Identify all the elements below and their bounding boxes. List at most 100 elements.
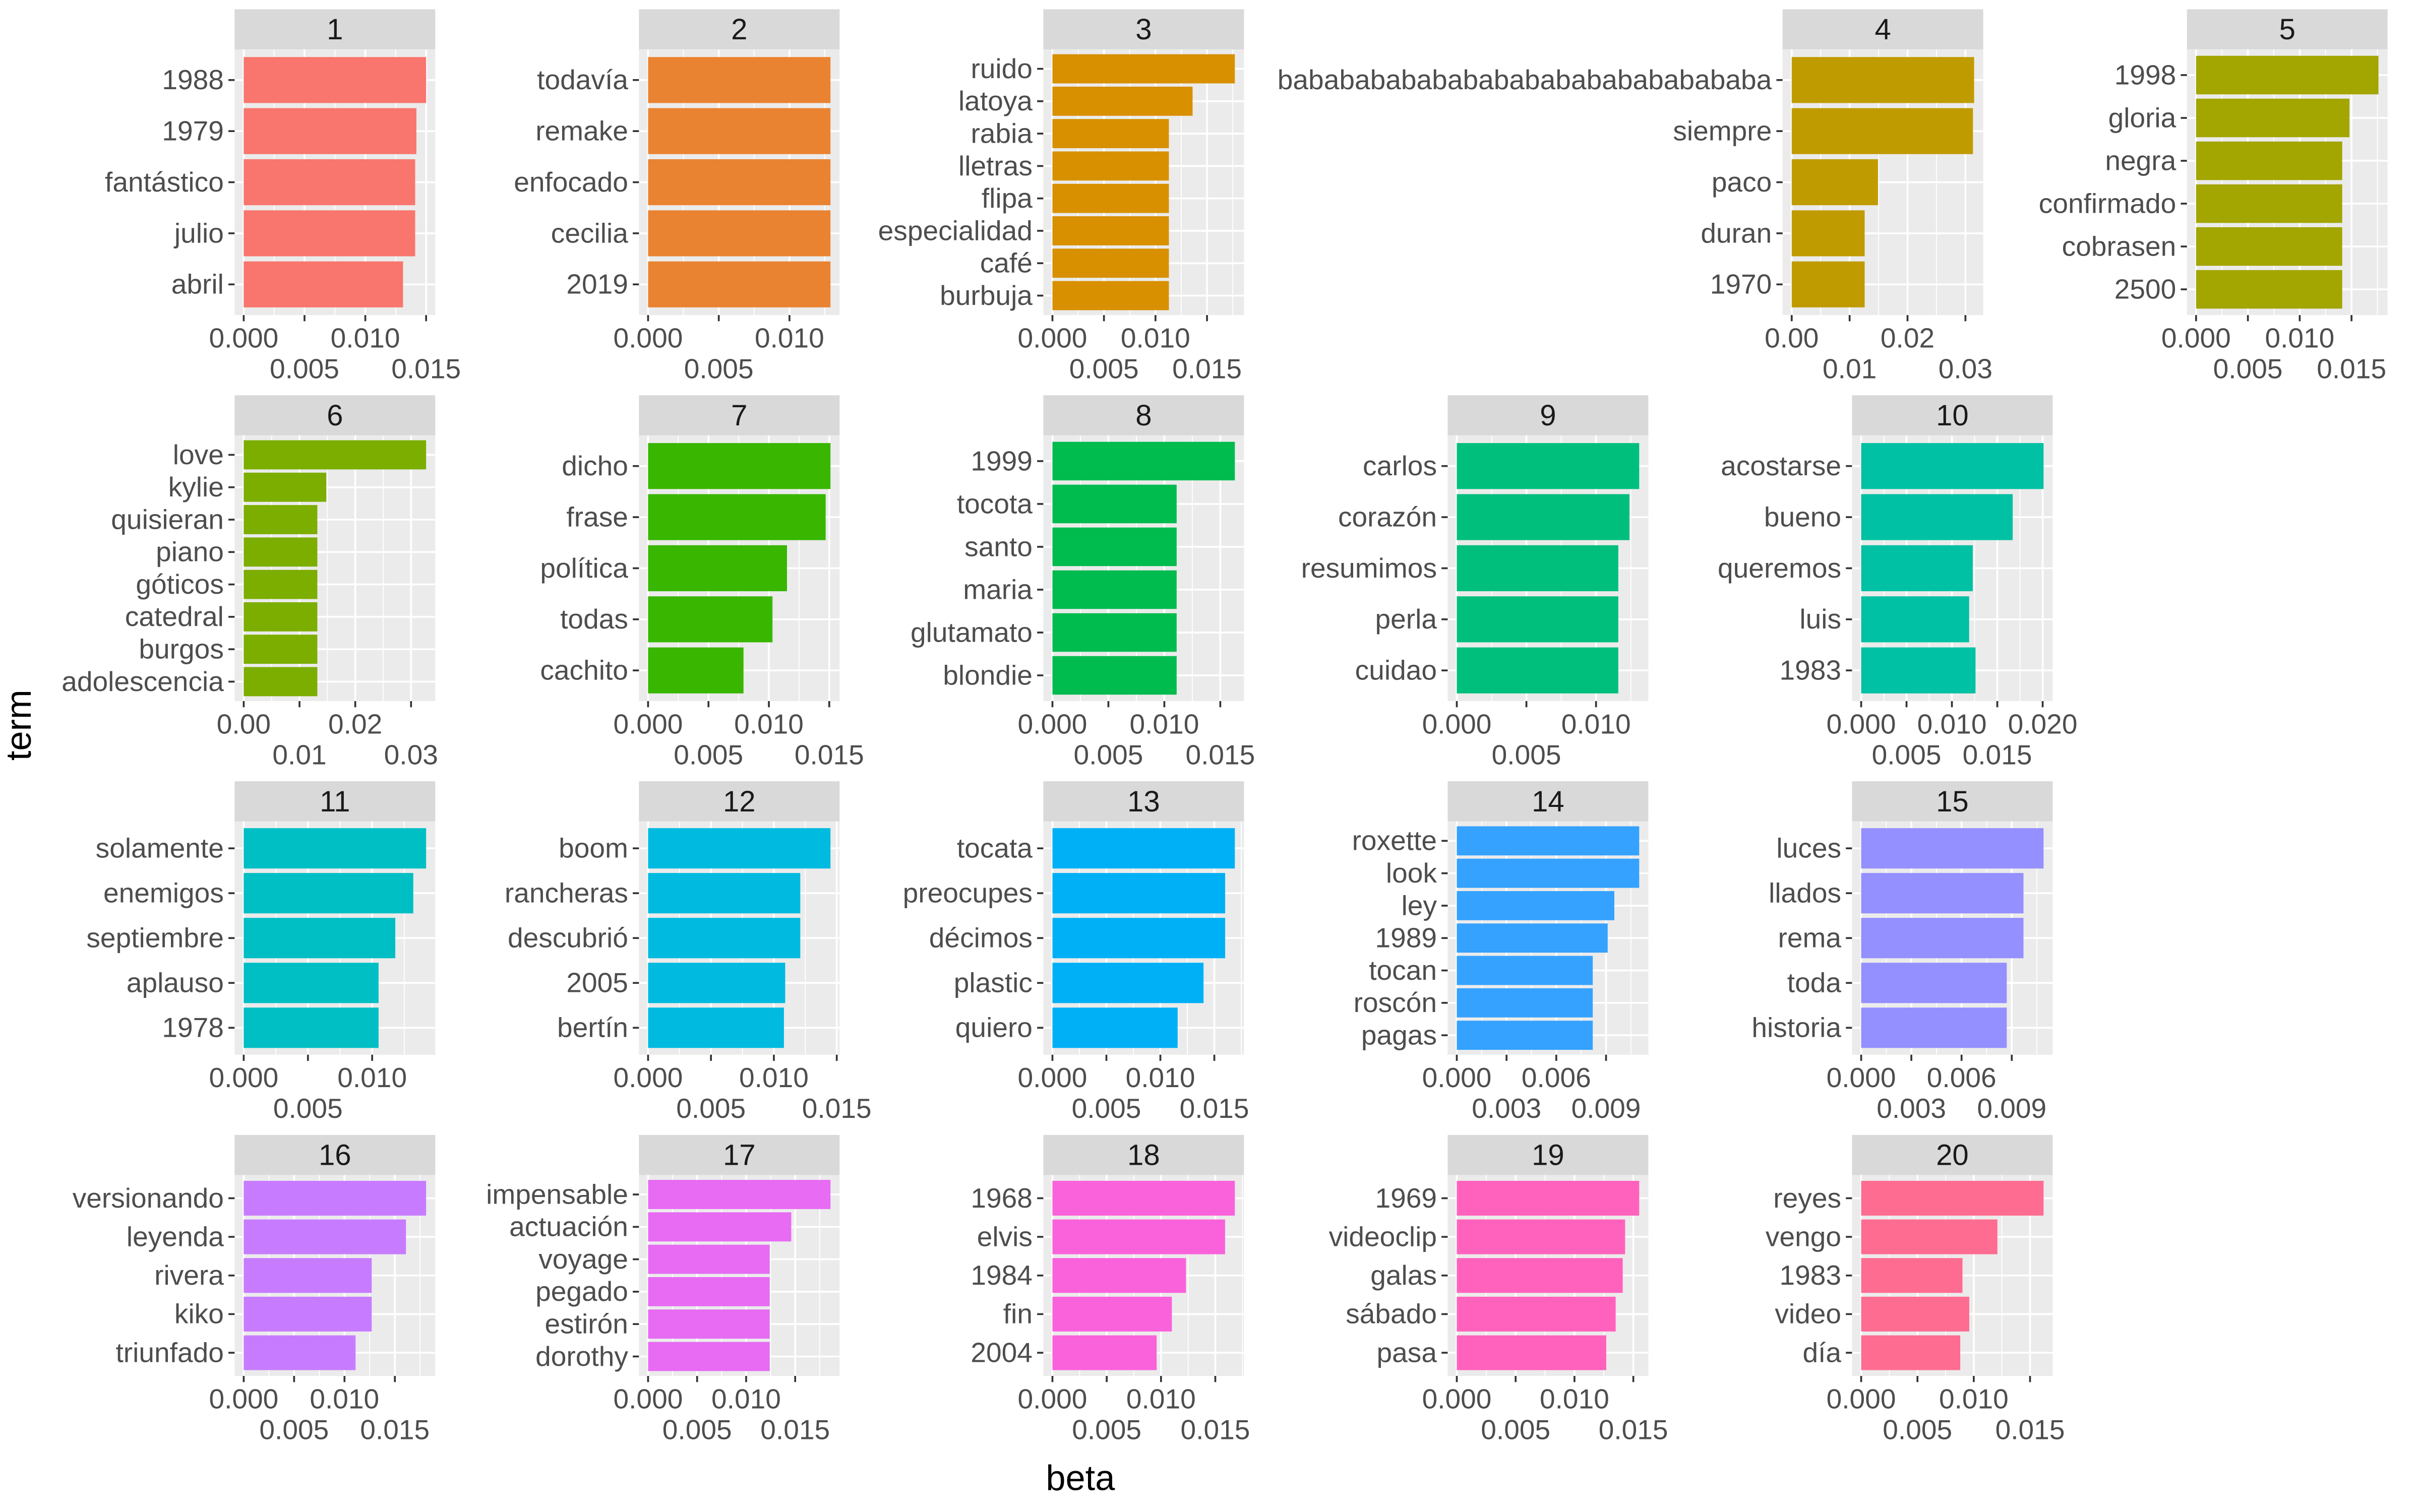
y-tick-label: look xyxy=(1386,857,1437,889)
x-tick-label: 0.005 xyxy=(259,1414,329,1445)
bar xyxy=(648,1212,792,1242)
bar xyxy=(1052,442,1235,481)
y-tick-label: aplauso xyxy=(127,967,224,998)
y-tick-label: cachito xyxy=(540,655,628,686)
x-tick-label: 0.000 xyxy=(2161,322,2231,353)
bar xyxy=(244,57,427,103)
y-tick-label: galas xyxy=(1370,1259,1437,1291)
x-tick-label: 0.010 xyxy=(331,322,400,353)
bar xyxy=(648,57,831,103)
y-tick-label: siempre xyxy=(1673,115,1772,147)
bar xyxy=(1457,1219,1625,1254)
y-axis-title: term xyxy=(0,689,38,761)
y-tick-label: dorothy xyxy=(535,1341,628,1372)
bar xyxy=(648,159,831,206)
y-tick-label: elvis xyxy=(977,1221,1033,1252)
facet-strip xyxy=(1447,781,1649,822)
y-tick-label: catedral xyxy=(125,601,224,632)
bar xyxy=(2196,270,2342,309)
bar xyxy=(244,635,318,664)
bar xyxy=(1457,1180,1640,1216)
bar xyxy=(1052,86,1193,116)
y-tick-label: pagas xyxy=(1361,1019,1437,1050)
x-tick-label: 0.000 xyxy=(1018,322,1087,353)
x-tick-label: 0.000 xyxy=(1827,1062,1896,1093)
facet-strip-label: 2 xyxy=(731,13,747,46)
y-tick-label: voyage xyxy=(538,1243,628,1275)
y-tick-label: bueno xyxy=(1764,501,1841,532)
bar xyxy=(1457,1021,1593,1050)
bar xyxy=(2196,227,2342,266)
facet-strip xyxy=(1852,1135,2053,1175)
bar xyxy=(1861,494,2013,540)
bar xyxy=(1861,918,2024,959)
facet-strip-label: 6 xyxy=(327,399,343,432)
x-tick-label: 0.000 xyxy=(613,322,683,353)
y-tick-label: especialidad xyxy=(878,215,1033,246)
y-tick-label: tocata xyxy=(957,833,1033,864)
y-tick-label: luces xyxy=(1776,833,1841,864)
y-tick-label: carlos xyxy=(1363,450,1437,481)
y-tick-label: adolescencia xyxy=(62,666,224,697)
x-tick-label: 0.015 xyxy=(760,1414,830,1445)
y-tick-label: 1969 xyxy=(1375,1182,1437,1214)
y-tick-label: boom xyxy=(559,833,628,864)
bar xyxy=(1052,828,1235,869)
facet-strip xyxy=(1043,781,1244,822)
bar xyxy=(244,1219,406,1254)
bar xyxy=(1861,963,2007,1003)
x-tick-label: 0.005 xyxy=(1072,1093,1141,1124)
x-tick-label: 0.010 xyxy=(711,1383,781,1414)
facet-strip xyxy=(234,9,436,49)
bar xyxy=(1052,1007,1178,1048)
y-tick-label: 1999 xyxy=(971,445,1033,476)
y-tick-label: plastic xyxy=(954,967,1033,998)
x-tick-label: 0.010 xyxy=(1129,708,1199,739)
y-tick-label: kiko xyxy=(174,1298,224,1330)
y-tick-label: triunfado xyxy=(115,1337,223,1368)
bar xyxy=(244,1007,379,1048)
bar xyxy=(1457,494,1629,540)
bar xyxy=(244,570,318,599)
y-tick-label: tocan xyxy=(1369,955,1437,986)
bar xyxy=(648,108,831,154)
y-tick-label: roscón xyxy=(1354,987,1437,1018)
bar xyxy=(1052,281,1169,310)
y-tick-label: 2019 xyxy=(566,269,628,300)
y-tick-label: latoya xyxy=(958,85,1033,116)
x-tick-label: 0.005 xyxy=(1481,1414,1550,1445)
x-tick-label: 0.000 xyxy=(1422,1062,1492,1093)
y-tick-label: 1988 xyxy=(162,64,224,95)
facet-strip-label: 5 xyxy=(2279,13,2295,46)
bar xyxy=(648,1277,770,1306)
y-tick-label: roxette xyxy=(1352,825,1437,856)
x-tick-label: 0.02 xyxy=(1881,322,1934,353)
bar xyxy=(1052,183,1169,213)
y-tick-label: santo xyxy=(964,531,1033,562)
facet-strip xyxy=(2187,9,2388,49)
facet-strip-label: 18 xyxy=(1127,1139,1160,1172)
x-tick-label: 0.000 xyxy=(613,1383,683,1414)
bar xyxy=(1861,828,2044,869)
facet-strip-label: 15 xyxy=(1936,785,1969,818)
x-tick-label: 0.03 xyxy=(1939,353,1992,385)
bar xyxy=(1052,1180,1235,1216)
bar xyxy=(1052,216,1169,245)
y-tick-label: fantástico xyxy=(105,166,224,198)
y-tick-label: negra xyxy=(2105,145,2176,176)
y-tick-label: rema xyxy=(1778,922,1842,954)
y-tick-label: love xyxy=(173,439,224,470)
y-tick-label: 1998 xyxy=(2114,59,2176,90)
y-tick-label: rancheras xyxy=(505,877,628,909)
bar xyxy=(244,1258,372,1293)
y-tick-label: fin xyxy=(1003,1298,1033,1330)
y-tick-label: cobrasen xyxy=(2062,230,2176,262)
facet-strip-label: 14 xyxy=(1532,785,1564,818)
bar xyxy=(244,1296,372,1332)
x-tick-label: 0.015 xyxy=(360,1414,430,1445)
bar xyxy=(1457,1335,1606,1370)
bar xyxy=(1457,826,1640,856)
y-tick-label: queremos xyxy=(1718,552,1841,584)
facet-strip xyxy=(234,781,436,822)
y-tick-label: 1978 xyxy=(162,1012,224,1043)
